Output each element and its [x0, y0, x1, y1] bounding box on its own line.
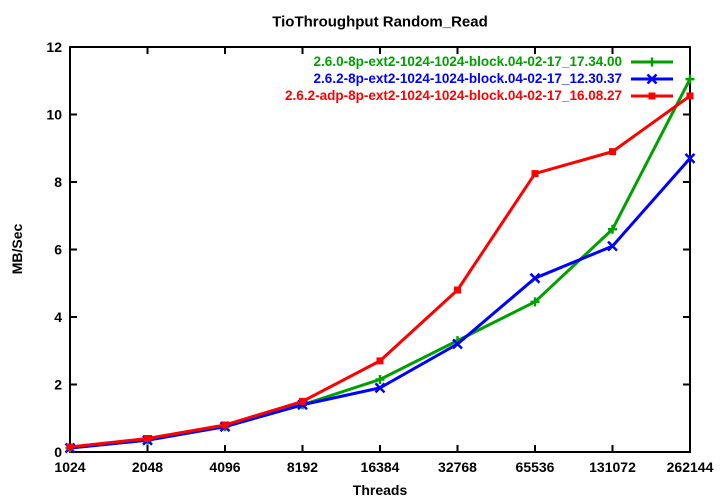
legend-item: 2.6.2-adp-8p-ext2-1024-1024-block.04-02-… — [285, 87, 674, 104]
series-line-1 — [69, 157, 692, 450]
y-tick-label: 4 — [54, 309, 62, 325]
legend-sample-line — [630, 55, 674, 69]
legend-marker — [646, 73, 658, 84]
series-1-marker — [529, 272, 541, 284]
series-0-marker — [608, 224, 617, 234]
series-2-marker — [221, 421, 229, 429]
x-tick-label: 1024 — [54, 459, 85, 475]
series-0-marker — [685, 74, 695, 84]
legend-sample-line — [630, 89, 674, 103]
x-tick-label: 32768 — [438, 459, 477, 475]
series-line-0 — [69, 78, 692, 450]
legend-sample-svg — [631, 92, 673, 99]
legend: 2.6.0-8p-ext2-1024-1024-block.04-02-17_1… — [285, 53, 674, 104]
x-tick-label: 4096 — [209, 459, 240, 475]
y-tick-label: 2 — [54, 377, 62, 393]
plot-border — [69, 46, 691, 453]
x-axis-label: Threads — [352, 482, 408, 498]
series-2-marker — [454, 286, 461, 294]
series-2-marker — [376, 357, 384, 365]
series-2-marker — [686, 92, 694, 100]
legend-item: 2.6.0-8p-ext2-1024-1024-block.04-02-17_1… — [285, 53, 674, 70]
series-0-marker — [375, 374, 385, 384]
legend-sample-line — [630, 72, 674, 86]
y-tick-label: 6 — [54, 242, 62, 258]
series-0-marker — [530, 297, 540, 307]
series-1-marker — [452, 338, 463, 350]
x-tick-label: 262144 — [667, 459, 714, 475]
series-2-marker — [66, 443, 74, 451]
legend-item: 2.6.2-8p-ext2-1024-1024-block.04-02-17_1… — [285, 70, 674, 87]
series-2-marker — [609, 148, 616, 156]
legend-marker — [647, 57, 657, 66]
legend-label: 2.6.2-adp-8p-ext2-1024-1024-block.04-02-… — [285, 88, 622, 103]
series-1-marker — [374, 382, 386, 394]
series-2-marker — [144, 435, 151, 442]
legend-label: 2.6.0-8p-ext2-1024-1024-block.04-02-17_1… — [313, 54, 622, 69]
series-2-marker — [531, 170, 539, 178]
legend-sample-svg — [631, 73, 673, 84]
y-tick-label: 0 — [54, 444, 62, 460]
y-tick-label: 12 — [46, 39, 62, 55]
x-tick-label: 131072 — [589, 459, 636, 475]
x-tick-label: 65536 — [516, 459, 555, 475]
series-2-marker — [299, 397, 306, 405]
legend-label: 2.6.2-8p-ext2-1024-1024-block.04-02-17_1… — [313, 71, 622, 86]
legend-marker — [648, 92, 656, 99]
y-tick-label: 8 — [54, 174, 62, 190]
series-1-marker — [684, 152, 696, 164]
x-tick-label: 8192 — [287, 459, 318, 475]
y-axis-label: MB/Sec — [9, 223, 25, 275]
legend-sample-svg — [631, 57, 673, 66]
x-tick-label: 16384 — [361, 459, 400, 475]
y-tick-label: 10 — [46, 107, 62, 123]
chart-title: TioThroughput Random_Read — [272, 13, 488, 31]
series-1-marker — [607, 240, 618, 252]
x-tick-label: 2048 — [132, 459, 163, 475]
series-line-2 — [69, 94, 691, 449]
